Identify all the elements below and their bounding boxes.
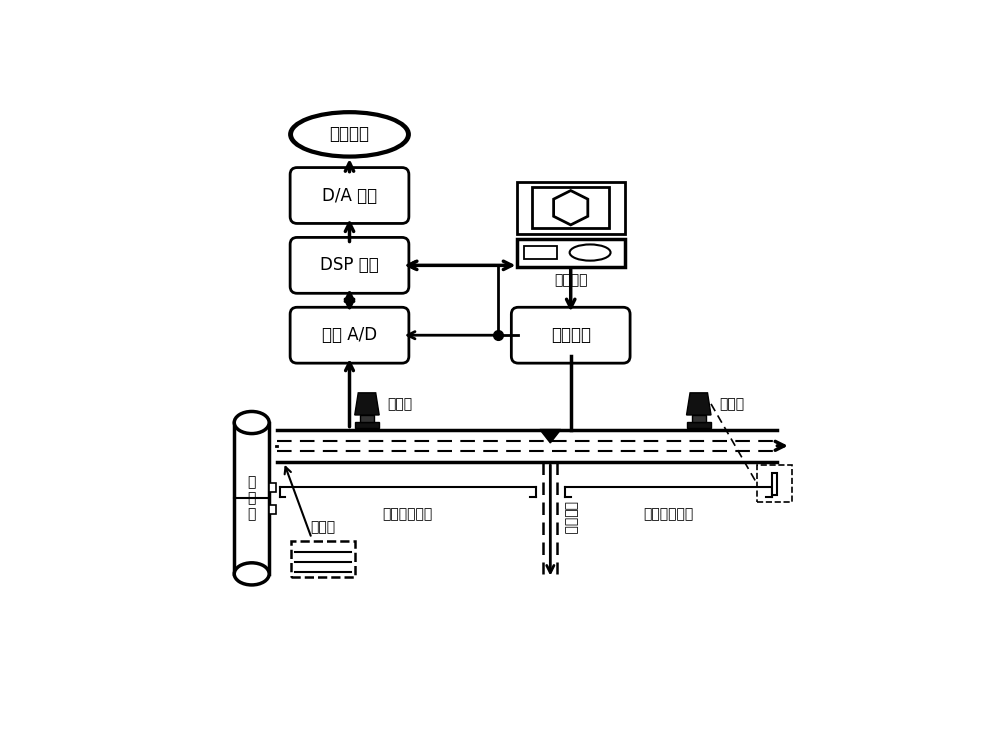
Text: D/A 转换: D/A 转换 <box>322 187 377 205</box>
Text: 过滤网: 过滤网 <box>311 519 336 534</box>
Bar <box>517 239 625 267</box>
Bar <box>269 505 276 514</box>
FancyBboxPatch shape <box>290 168 409 224</box>
Text: 图像 A/D: 图像 A/D <box>322 326 377 344</box>
Bar <box>291 541 355 578</box>
Bar <box>757 465 792 502</box>
FancyBboxPatch shape <box>290 237 409 293</box>
Bar <box>234 423 269 574</box>
Polygon shape <box>355 393 379 415</box>
Text: DSP 系统: DSP 系统 <box>320 256 379 274</box>
Bar <box>517 181 625 234</box>
Ellipse shape <box>291 113 408 156</box>
Bar <box>687 422 711 428</box>
Text: 摄像头: 摄像头 <box>719 398 744 411</box>
Ellipse shape <box>234 562 269 585</box>
Bar <box>524 246 557 259</box>
Polygon shape <box>687 393 711 415</box>
Polygon shape <box>554 191 588 225</box>
Text: 显示设备: 显示设备 <box>330 125 370 144</box>
FancyBboxPatch shape <box>511 307 630 363</box>
Ellipse shape <box>290 112 409 157</box>
Bar <box>269 483 276 492</box>
Text: 分流通道: 分流通道 <box>563 501 577 534</box>
Bar <box>692 415 706 422</box>
Text: 工控微机: 工控微机 <box>554 274 587 287</box>
Bar <box>360 415 374 422</box>
Text: 红酒检测通道: 红酒检测通道 <box>383 507 433 522</box>
Text: 摄像头: 摄像头 <box>387 398 412 411</box>
Ellipse shape <box>570 244 611 261</box>
Text: 发
酵
炉: 发 酵 炉 <box>248 475 256 522</box>
Ellipse shape <box>234 411 269 434</box>
Bar <box>355 422 379 428</box>
Bar <box>772 472 777 494</box>
Text: 控制系统: 控制系统 <box>551 326 591 344</box>
Text: 继续检测通道: 继续检测通道 <box>643 507 693 522</box>
Polygon shape <box>540 429 561 443</box>
FancyBboxPatch shape <box>290 307 409 363</box>
Bar <box>532 187 609 228</box>
